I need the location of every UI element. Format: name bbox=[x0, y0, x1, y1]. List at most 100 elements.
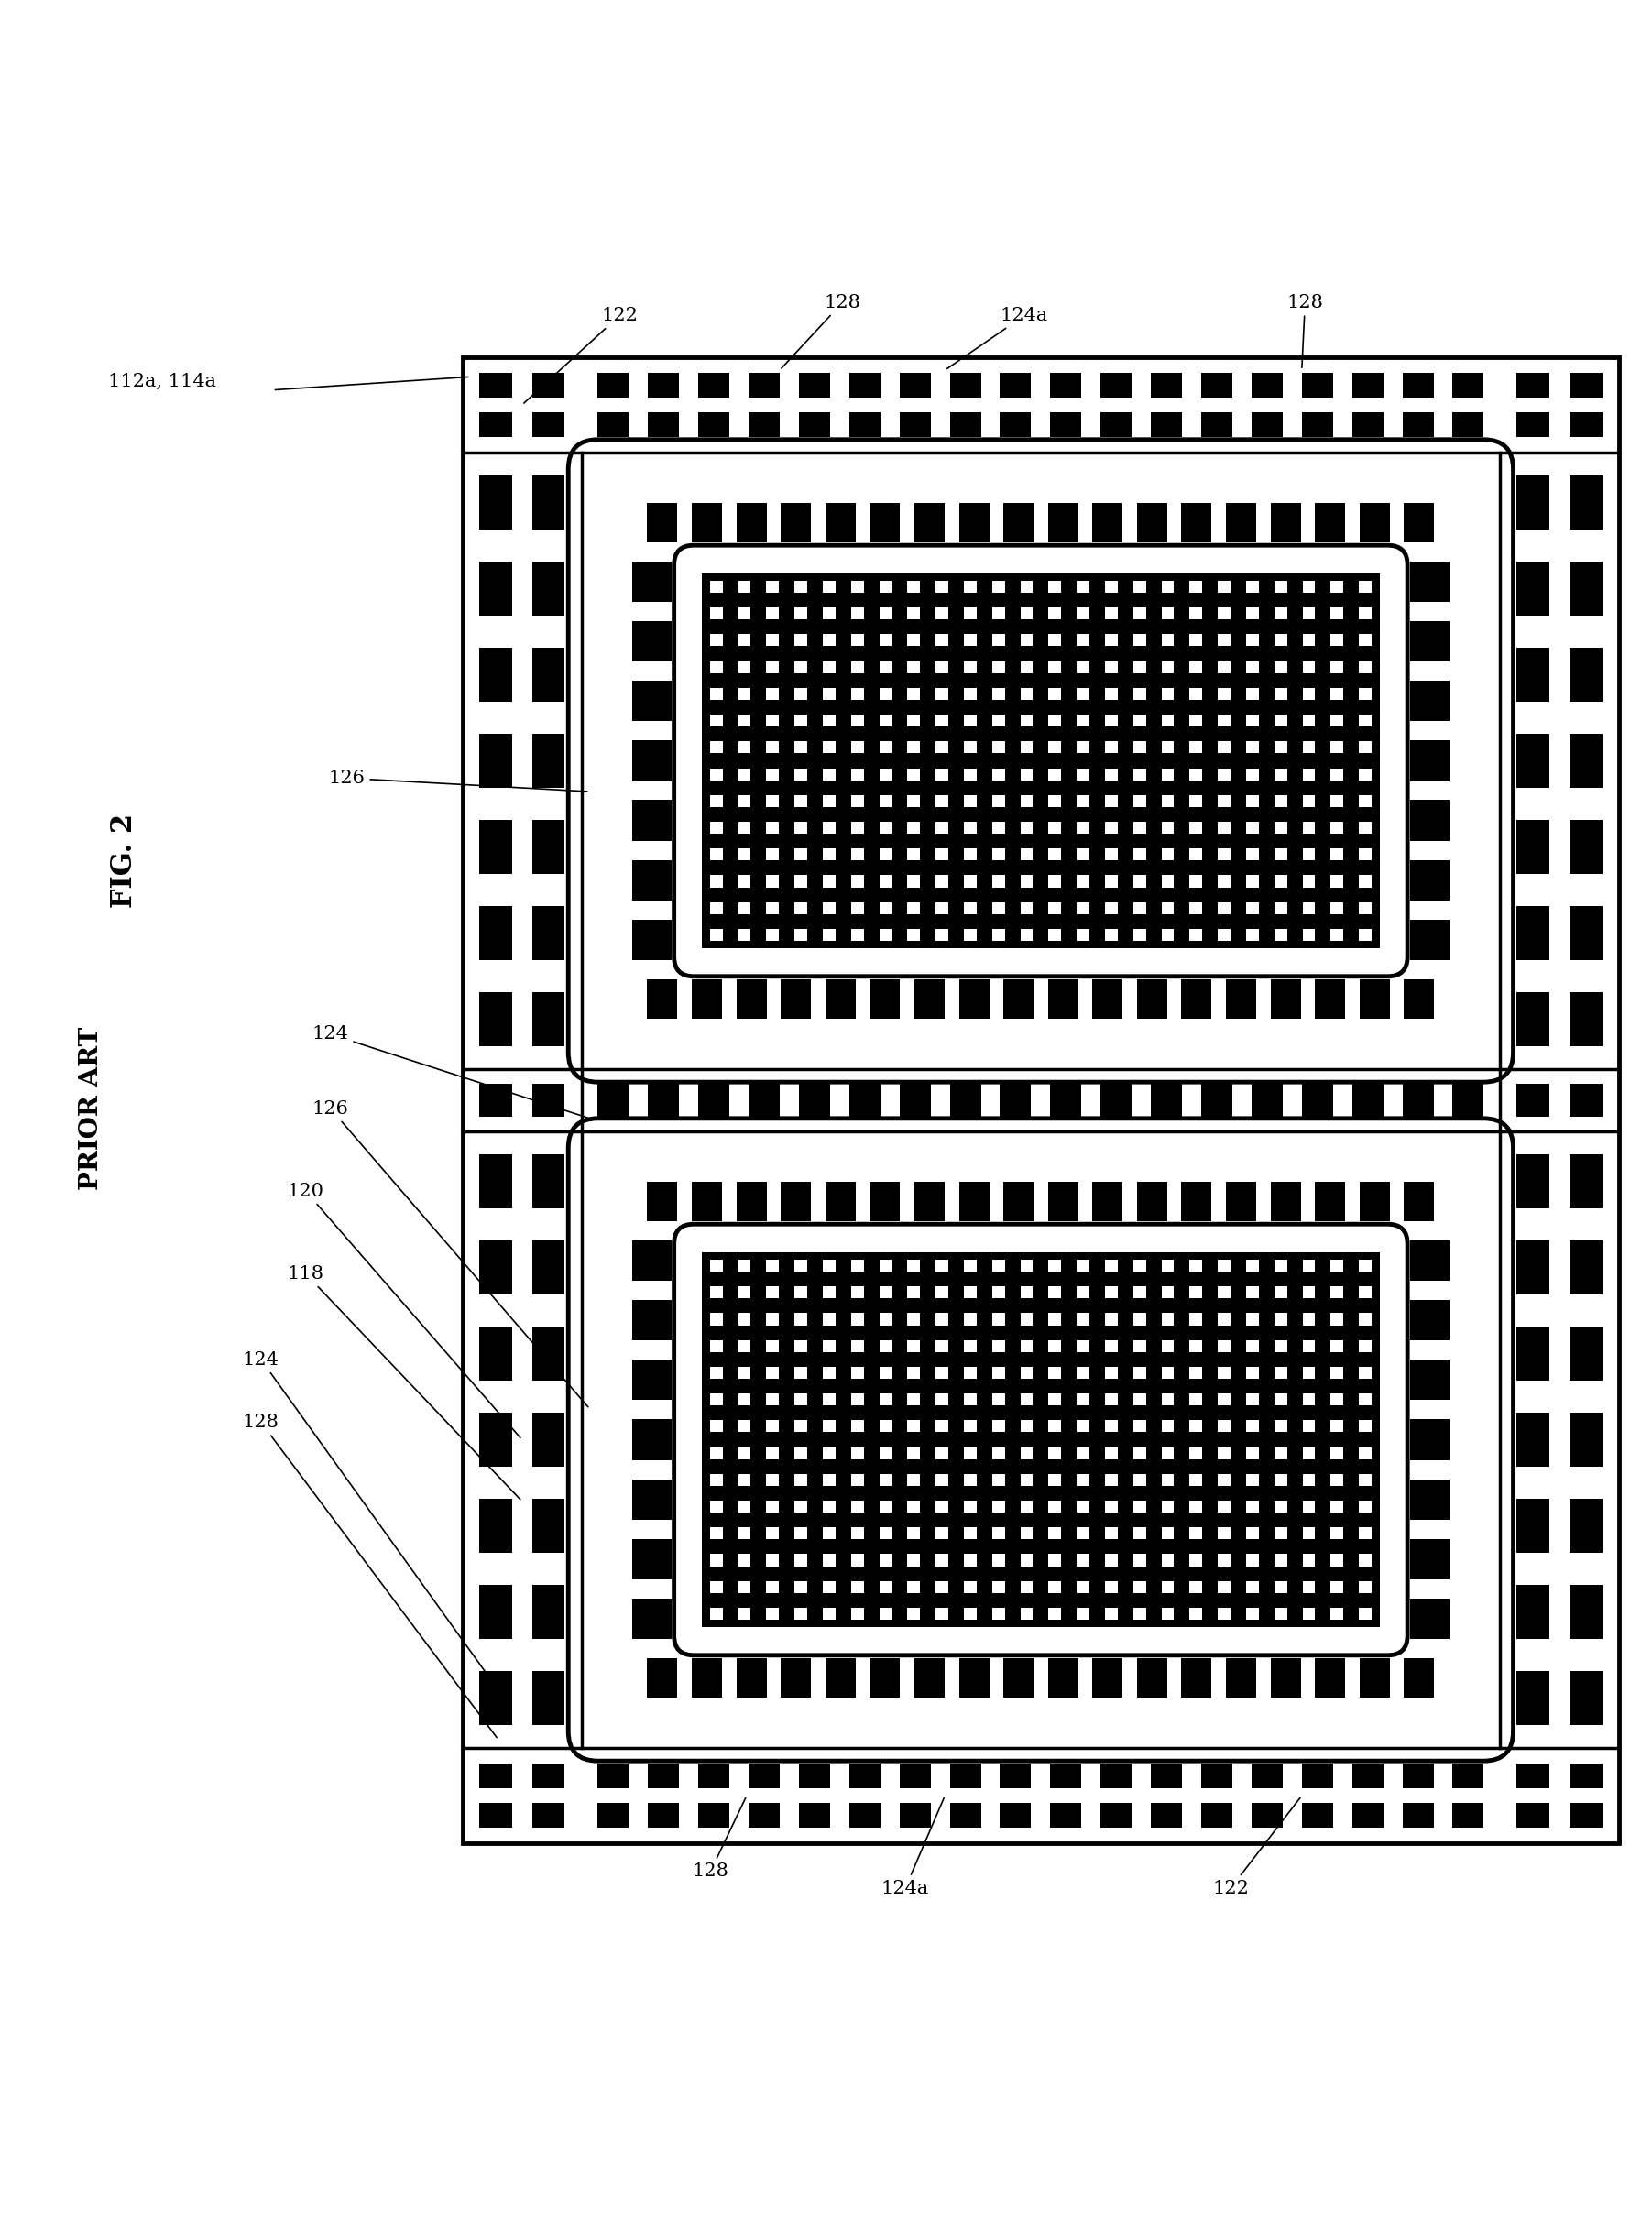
Bar bbox=[1105, 634, 1118, 647]
Bar bbox=[1189, 1394, 1203, 1406]
Bar bbox=[1189, 1312, 1203, 1326]
Bar bbox=[823, 902, 836, 913]
Bar bbox=[479, 1763, 512, 1789]
Bar bbox=[1161, 1394, 1175, 1406]
Bar bbox=[1302, 1607, 1315, 1621]
Bar bbox=[963, 714, 976, 727]
Bar bbox=[1315, 980, 1345, 1018]
Bar bbox=[899, 412, 930, 437]
Bar bbox=[963, 607, 976, 619]
Bar bbox=[879, 1366, 892, 1379]
Bar bbox=[823, 740, 836, 754]
Bar bbox=[648, 980, 677, 1018]
Text: 112a, 114a: 112a, 114a bbox=[107, 372, 216, 390]
Bar bbox=[823, 1554, 836, 1565]
Bar bbox=[1274, 1394, 1287, 1406]
Bar bbox=[795, 714, 808, 727]
Bar bbox=[1021, 1448, 1032, 1459]
Bar bbox=[1021, 1528, 1032, 1539]
Bar bbox=[1332, 1581, 1343, 1594]
Bar bbox=[1105, 1554, 1118, 1565]
Bar bbox=[1517, 820, 1550, 873]
Bar bbox=[738, 1448, 750, 1459]
Bar bbox=[1302, 1448, 1315, 1459]
Bar bbox=[907, 876, 920, 887]
Bar bbox=[738, 796, 750, 807]
Bar bbox=[738, 1554, 750, 1565]
Bar bbox=[1270, 1658, 1300, 1698]
Text: 126: 126 bbox=[329, 769, 586, 791]
Bar bbox=[1105, 902, 1118, 913]
Bar bbox=[1049, 1474, 1061, 1485]
Bar bbox=[1302, 412, 1333, 437]
Bar bbox=[710, 1312, 722, 1326]
Bar bbox=[710, 1448, 722, 1459]
Bar bbox=[1360, 1366, 1371, 1379]
Bar bbox=[1274, 1421, 1287, 1432]
Bar bbox=[1161, 929, 1175, 940]
Bar bbox=[767, 929, 780, 940]
Bar bbox=[1246, 902, 1259, 913]
Bar bbox=[1161, 1366, 1175, 1379]
Bar bbox=[1189, 823, 1203, 834]
Bar bbox=[1517, 412, 1550, 437]
Bar bbox=[1403, 1763, 1434, 1789]
Bar bbox=[781, 503, 811, 543]
Bar bbox=[851, 1528, 864, 1539]
Bar bbox=[1246, 1581, 1259, 1594]
Bar bbox=[1569, 820, 1602, 873]
Bar bbox=[1137, 503, 1168, 543]
Bar bbox=[1411, 800, 1449, 840]
Bar bbox=[479, 1155, 512, 1208]
Bar bbox=[1049, 687, 1061, 701]
Bar bbox=[1302, 1339, 1315, 1352]
Bar bbox=[1049, 1286, 1061, 1299]
Bar bbox=[1077, 661, 1089, 674]
Bar bbox=[1360, 503, 1389, 543]
Bar bbox=[963, 1528, 976, 1539]
Bar bbox=[1332, 1259, 1343, 1273]
Bar bbox=[781, 1182, 811, 1222]
Bar bbox=[907, 1366, 920, 1379]
Bar bbox=[999, 372, 1031, 397]
Bar bbox=[1105, 687, 1118, 701]
Bar bbox=[1133, 1366, 1146, 1379]
Bar bbox=[1051, 412, 1082, 437]
Bar bbox=[823, 1607, 836, 1621]
Bar bbox=[1051, 1084, 1082, 1117]
Bar bbox=[1360, 1501, 1371, 1512]
Bar bbox=[1274, 714, 1287, 727]
Bar bbox=[1246, 1286, 1259, 1299]
Bar bbox=[963, 1581, 976, 1594]
Bar bbox=[1332, 1366, 1343, 1379]
Bar bbox=[795, 634, 808, 647]
Bar bbox=[935, 714, 948, 727]
Bar bbox=[1332, 1394, 1343, 1406]
Bar bbox=[1332, 1501, 1343, 1512]
Bar bbox=[1274, 1607, 1287, 1621]
Bar bbox=[1100, 1802, 1132, 1827]
Bar bbox=[1133, 929, 1146, 940]
Bar bbox=[1133, 1394, 1146, 1406]
Bar bbox=[532, 477, 565, 530]
Bar bbox=[1360, 661, 1371, 674]
Bar bbox=[710, 1339, 722, 1352]
Bar bbox=[907, 823, 920, 834]
Bar bbox=[1105, 1501, 1118, 1512]
Bar bbox=[781, 1658, 811, 1698]
Bar bbox=[993, 929, 1004, 940]
Bar bbox=[935, 1259, 948, 1273]
Bar bbox=[935, 1312, 948, 1326]
Bar bbox=[598, 1084, 629, 1117]
Bar bbox=[1218, 687, 1231, 701]
Bar bbox=[1302, 767, 1315, 780]
Bar bbox=[993, 1528, 1004, 1539]
Bar bbox=[1105, 714, 1118, 727]
Bar bbox=[1189, 1607, 1203, 1621]
Bar bbox=[1403, 1084, 1434, 1117]
Bar bbox=[479, 561, 512, 616]
Bar bbox=[879, 1312, 892, 1326]
Bar bbox=[699, 1802, 730, 1827]
Bar bbox=[1226, 980, 1256, 1018]
Bar bbox=[879, 1501, 892, 1512]
